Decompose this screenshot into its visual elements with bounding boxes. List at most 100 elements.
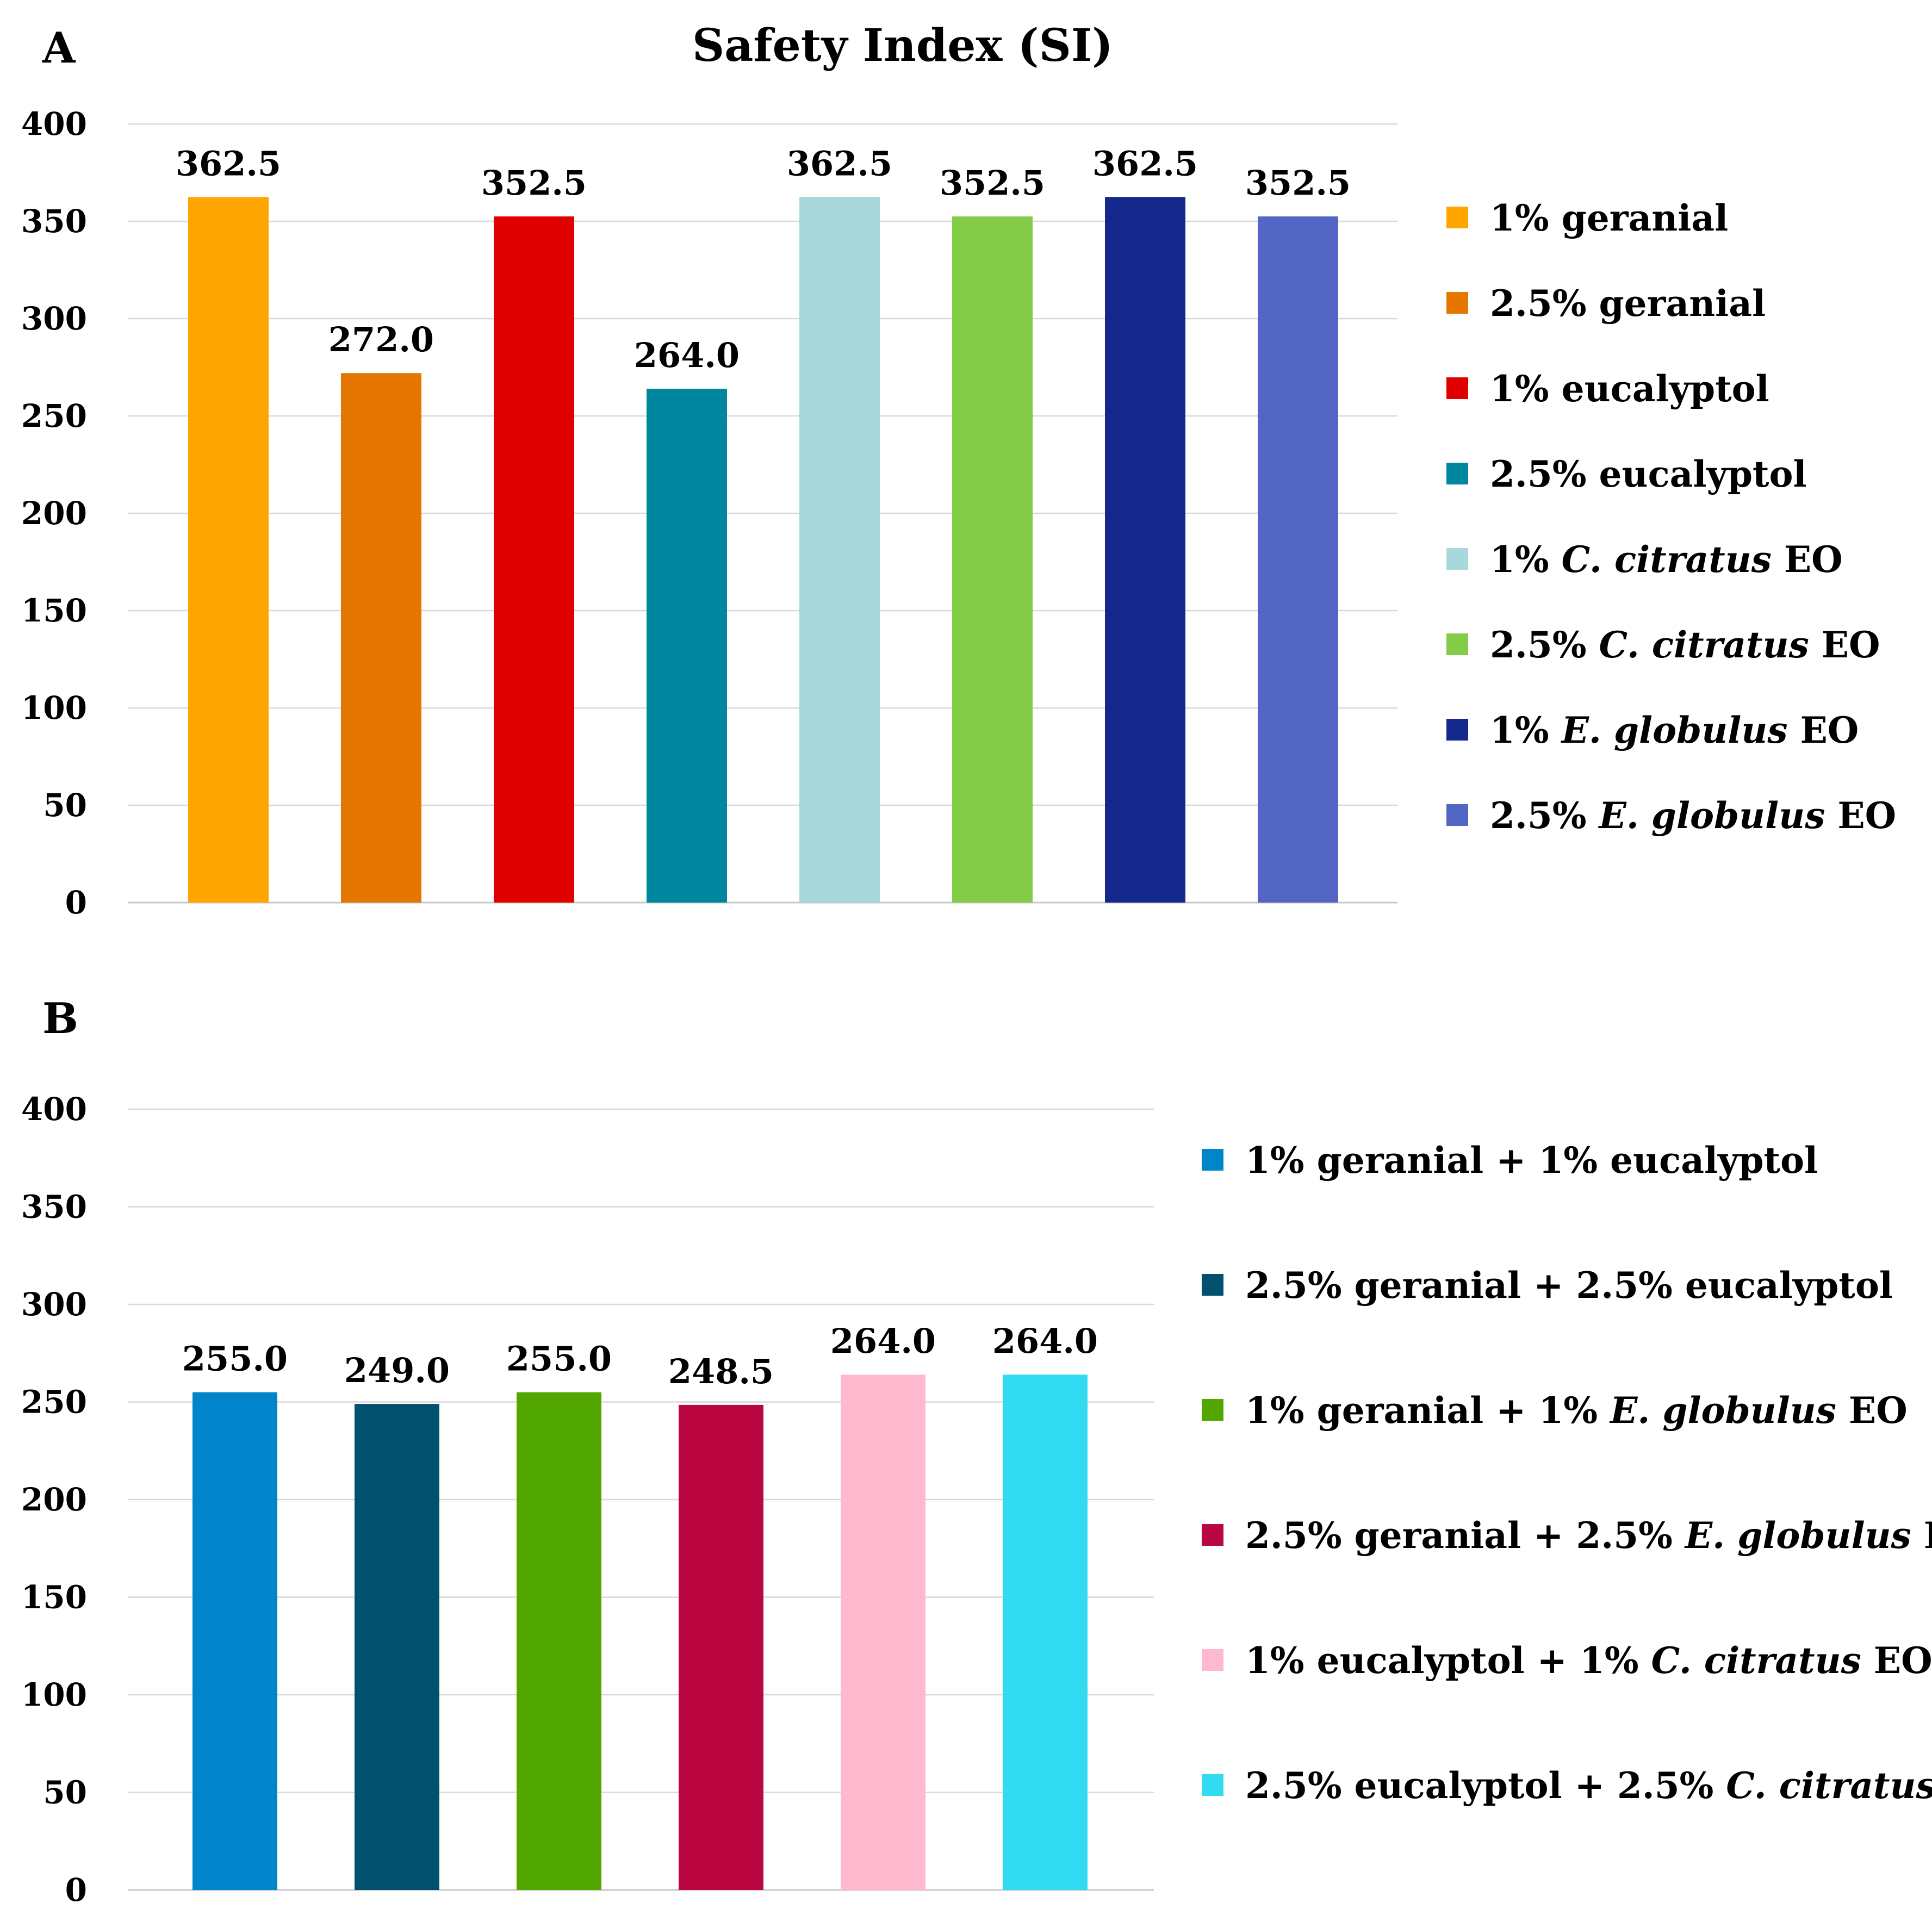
panel-b-data-labels: 255.0 249.0 255.0 248.5 264.0 264.0 bbox=[182, 1321, 1098, 1391]
legend-entry: 2.5% C. citratus EO bbox=[1446, 624, 1880, 666]
data-label: 362.5 bbox=[787, 144, 892, 183]
panel-a-data-labels: 362.5 272.0 352.5 264.0 362.5 352.5 362.5 352.5 bbox=[176, 144, 1351, 375]
legend-entry: 1% eucalyptol + 1% C. citratus EO bbox=[1202, 1639, 1932, 1682]
y-tick-label: 350 bbox=[21, 1189, 87, 1226]
panel-a-bars bbox=[188, 197, 1338, 903]
legend-swatch bbox=[1446, 207, 1468, 228]
data-label: 255.0 bbox=[182, 1339, 288, 1379]
y-tick-label: 250 bbox=[21, 397, 87, 434]
data-label: 264.0 bbox=[634, 335, 740, 375]
data-label: 248.5 bbox=[668, 1352, 774, 1391]
legend-swatch bbox=[1446, 719, 1468, 741]
legend-entry: 2.5% geranial + 2.5% eucalyptol bbox=[1202, 1264, 1893, 1307]
bar bbox=[841, 1375, 925, 1890]
legend-entry: 2.5% geranial + 2.5% E. globulus EO bbox=[1202, 1514, 1932, 1557]
legend-swatch bbox=[1202, 1524, 1223, 1546]
bar bbox=[1003, 1375, 1088, 1890]
panel-a: A Safety Index (SI) 0 50 100 150 200 250 300 35… bbox=[21, 20, 1896, 921]
legend-entry: 1% eucalyptol bbox=[1446, 368, 1769, 410]
legend-entry: 1% C. citratus EO bbox=[1446, 538, 1843, 581]
panel-a-gridlines bbox=[128, 123, 1397, 904]
y-tick-label: 100 bbox=[21, 1676, 87, 1713]
panel-b-y-axis: 0 50 100 150 200 250 300 350 400 bbox=[21, 1091, 87, 1908]
y-tick-label: 0 bbox=[65, 1871, 87, 1908]
legend-label: 1% C. citratus EO bbox=[1490, 538, 1843, 581]
data-label: 264.0 bbox=[992, 1321, 1098, 1361]
data-label: 362.5 bbox=[1092, 144, 1198, 183]
legend-swatch bbox=[1446, 377, 1468, 399]
data-label: 272.0 bbox=[328, 320, 434, 359]
y-tick-label: 300 bbox=[21, 1286, 87, 1323]
y-tick-label: 50 bbox=[43, 1774, 87, 1811]
legend-label: 2.5% C. citratus EO bbox=[1490, 624, 1880, 666]
legend-swatch bbox=[1446, 292, 1468, 314]
legend-label: 1% E. globulus EO bbox=[1490, 709, 1859, 751]
y-tick-label: 200 bbox=[21, 1481, 87, 1518]
y-tick-label: 350 bbox=[21, 203, 87, 240]
legend-label: 1% geranial + 1% eucalyptol bbox=[1245, 1139, 1818, 1182]
y-tick-label: 50 bbox=[43, 787, 87, 824]
legend-entry: 1% geranial bbox=[1446, 197, 1728, 239]
data-label: 249.0 bbox=[344, 1351, 450, 1390]
legend-swatch bbox=[1202, 1649, 1223, 1671]
legend-label: 2.5% geranial bbox=[1490, 282, 1766, 325]
legend-label: 2.5% geranial + 2.5% eucalyptol bbox=[1245, 1264, 1893, 1307]
bar bbox=[647, 388, 727, 903]
y-tick-label: 300 bbox=[21, 300, 87, 337]
chart-title: Safety Index (SI) bbox=[692, 20, 1113, 72]
bar bbox=[188, 197, 269, 903]
legend-label: 2.5% E. globulus EO bbox=[1490, 794, 1896, 837]
bar bbox=[341, 373, 421, 903]
data-label: 352.5 bbox=[940, 163, 1045, 203]
panel-a-legend: 1% geranial 2.5% geranial 1% eucalyptol 2.5… bbox=[1446, 197, 1896, 837]
y-tick-label: 200 bbox=[21, 495, 87, 532]
legend-swatch bbox=[1202, 1399, 1223, 1421]
legend-entry: 2.5% geranial bbox=[1446, 282, 1766, 325]
legend-swatch bbox=[1446, 463, 1468, 484]
legend-label: 2.5% eucalyptol bbox=[1490, 453, 1807, 495]
data-label: 264.0 bbox=[830, 1321, 936, 1361]
legend-label: 1% eucalyptol bbox=[1490, 368, 1769, 410]
bar bbox=[679, 1404, 763, 1890]
legend-swatch bbox=[1446, 633, 1468, 655]
y-tick-label: 100 bbox=[21, 689, 87, 726]
legend-entry: 2.5% eucalyptol bbox=[1446, 453, 1807, 495]
legend-swatch bbox=[1202, 1274, 1223, 1296]
data-label: 352.5 bbox=[1245, 163, 1351, 203]
y-tick-label: 400 bbox=[21, 105, 87, 142]
legend-swatch bbox=[1202, 1149, 1223, 1171]
legend-swatch bbox=[1446, 548, 1468, 570]
legend-label: 2.5% eucalyptol + 2.5% C. citratus EO bbox=[1245, 1764, 1932, 1807]
legend-entry: 1% E. globulus EO bbox=[1446, 709, 1859, 751]
bar bbox=[952, 216, 1033, 903]
panel-b-legend: 1% geranial + 1% eucalyptol 2.5% geranial… bbox=[1202, 1139, 1932, 1807]
legend-label: 1% geranial + 1% E. globulus EO bbox=[1245, 1389, 1908, 1432]
bar bbox=[1105, 197, 1185, 903]
bar bbox=[494, 216, 574, 903]
bar bbox=[799, 197, 880, 903]
y-tick-label: 0 bbox=[65, 884, 87, 921]
data-label: 352.5 bbox=[481, 163, 587, 203]
y-tick-label: 250 bbox=[21, 1384, 87, 1421]
legend-swatch bbox=[1202, 1774, 1223, 1796]
data-label: 362.5 bbox=[176, 144, 281, 183]
panel-a-label: A bbox=[42, 23, 76, 73]
data-label: 255.0 bbox=[506, 1339, 612, 1379]
bar bbox=[1258, 216, 1338, 903]
panel-b-label: B bbox=[42, 994, 78, 1043]
legend-label: 1% eucalyptol + 1% C. citratus EO bbox=[1245, 1639, 1932, 1682]
legend-entry: 2.5% eucalyptol + 2.5% C. citratus EO bbox=[1202, 1764, 1932, 1807]
panel-a-y-axis: 0 50 100 150 200 250 300 350 400 bbox=[21, 105, 87, 921]
y-tick-label: 150 bbox=[21, 592, 87, 629]
panel-b-gridlines bbox=[128, 1108, 1154, 1891]
legend-swatch bbox=[1446, 804, 1468, 826]
bar bbox=[517, 1392, 601, 1890]
legend-label: 2.5% geranial + 2.5% E. globulus EO bbox=[1245, 1514, 1932, 1557]
legend-label: 1% geranial bbox=[1490, 197, 1728, 239]
legend-entry: 2.5% E. globulus EO bbox=[1446, 794, 1896, 837]
panel-b-bars bbox=[192, 1375, 1088, 1890]
y-tick-label: 400 bbox=[21, 1091, 87, 1128]
legend-entry: 1% geranial + 1% E. globulus EO bbox=[1202, 1389, 1908, 1432]
